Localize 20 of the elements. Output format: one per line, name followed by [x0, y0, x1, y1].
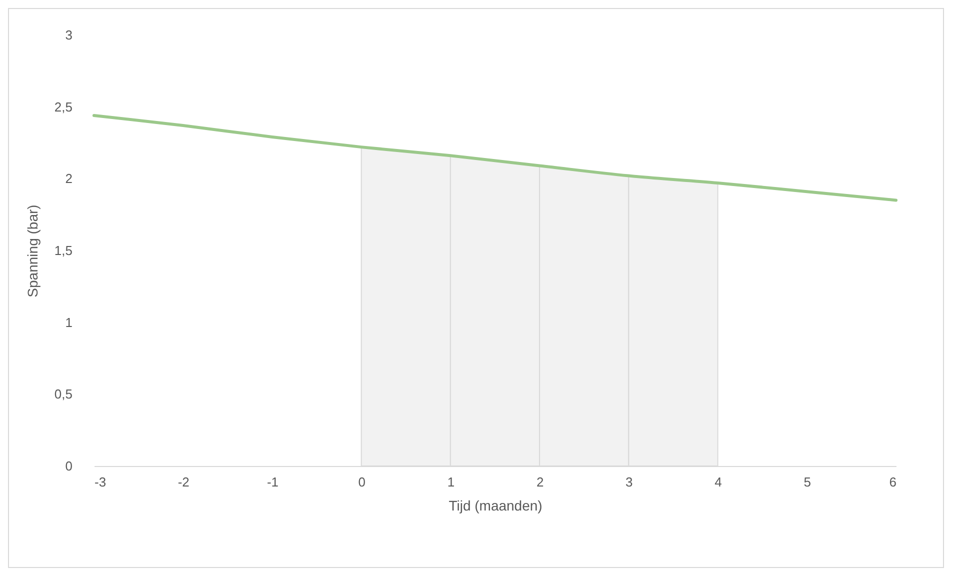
y-tick-label: 3 — [65, 28, 72, 42]
y-tick-label: 0,5 — [54, 386, 72, 402]
y-axis-title: Spanning (bar) — [24, 204, 40, 298]
x-tick-label: -3 — [94, 474, 106, 490]
y-tick-label: 1,5 — [54, 243, 72, 258]
x-tick-label: 1 — [447, 474, 455, 490]
x-tick-label: 0 — [358, 474, 366, 490]
x-tick-label: 6 — [889, 474, 896, 490]
x-axis-title: Tijd (maanden) — [448, 498, 542, 514]
y-tick-label: 0 — [65, 458, 72, 474]
y-tick-label: 2,5 — [54, 99, 72, 114]
x-tick-label: 5 — [804, 474, 812, 490]
x-tick-label: -1 — [266, 474, 279, 490]
x-tick-label: 2 — [536, 474, 544, 490]
y-tick-label: 2 — [65, 171, 72, 186]
line-series — [92, 114, 898, 202]
x-tick-label: 4 — [714, 474, 722, 490]
x-tick-label: 3 — [626, 474, 633, 490]
x-tick-label: -2 — [178, 474, 190, 490]
y-tick-label: 1 — [65, 314, 72, 330]
